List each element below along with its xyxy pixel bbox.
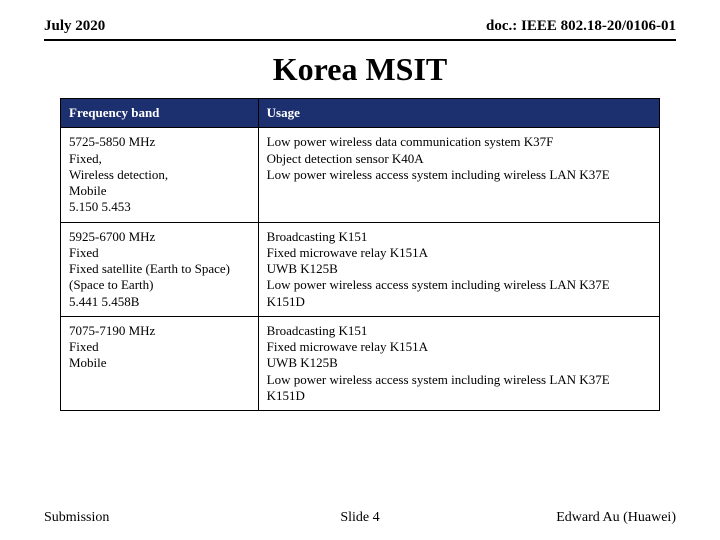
cell-usage: Low power wireless data communication sy… [258,128,659,222]
footer-right: Edward Au (Huawei) [556,510,676,526]
cell-usage: Broadcasting K151Fixed microwave relay K… [258,222,659,316]
table-row: 7075-7190 MHzFixedMobile Broadcasting K1… [61,316,660,410]
cell-line: K151D [267,294,651,310]
cell-line: Low power wireless data communication sy… [267,134,651,150]
header-row: July 2020 doc.: IEEE 802.18-20/0106-01 [0,0,720,39]
cell-line: Wireless detection, [69,167,250,183]
cell-line: 5725-5850 MHz [69,134,250,150]
cell-line: Fixed, [69,151,250,167]
cell-line: K151D [267,388,651,404]
cell-line: Broadcasting K151 [267,323,651,339]
cell-line: Low power wireless access system includi… [267,372,651,388]
footer-row: Submission Slide 4 Edward Au (Huawei) [0,510,720,526]
table-header-row: Frequency band Usage [61,99,660,128]
cell-freq: 7075-7190 MHzFixedMobile [61,316,259,410]
cell-line: Low power wireless access system includi… [267,167,651,183]
cell-line: 7075-7190 MHz [69,323,250,339]
cell-line: UWB K125B [267,355,651,371]
cell-line: Object detection sensor K40A [267,151,651,167]
cell-line: Mobile [69,355,250,371]
col-header-frequency: Frequency band [61,99,259,128]
table-wrap: Frequency band Usage 5725-5850 MHzFixed,… [0,98,720,411]
header-docnum: doc.: IEEE 802.18-20/0106-01 [486,18,676,35]
cell-line: Broadcasting K151 [267,229,651,245]
header-date: July 2020 [44,18,105,35]
table-body: 5725-5850 MHzFixed,Wireless detection,Mo… [61,128,660,411]
cell-usage: Broadcasting K151Fixed microwave relay K… [258,316,659,410]
cell-line: Fixed [69,245,250,261]
freq-usage-table: Frequency band Usage 5725-5850 MHzFixed,… [60,98,660,411]
cell-freq: 5925-6700 MHzFixedFixed satellite (Earth… [61,222,259,316]
cell-line: 5.150 5.453 [69,199,250,215]
table-row: 5925-6700 MHzFixedFixed satellite (Earth… [61,222,660,316]
cell-line: Fixed microwave relay K151A [267,245,651,261]
cell-line: Fixed [69,339,250,355]
footer-left: Submission [44,510,109,526]
cell-line: 5.441 5.458B [69,294,250,310]
page-title: Korea MSIT [0,41,720,98]
footer-center: Slide 4 [340,510,379,526]
table-row: 5725-5850 MHzFixed,Wireless detection,Mo… [61,128,660,222]
cell-line: UWB K125B [267,261,651,277]
cell-line: Mobile [69,183,250,199]
col-header-usage: Usage [258,99,659,128]
cell-line: Low power wireless access system includi… [267,277,651,293]
cell-line: Fixed satellite (Earth to Space)(Space t… [69,261,250,294]
cell-line: Fixed microwave relay K151A [267,339,651,355]
cell-freq: 5725-5850 MHzFixed,Wireless detection,Mo… [61,128,259,222]
cell-line: 5925-6700 MHz [69,229,250,245]
